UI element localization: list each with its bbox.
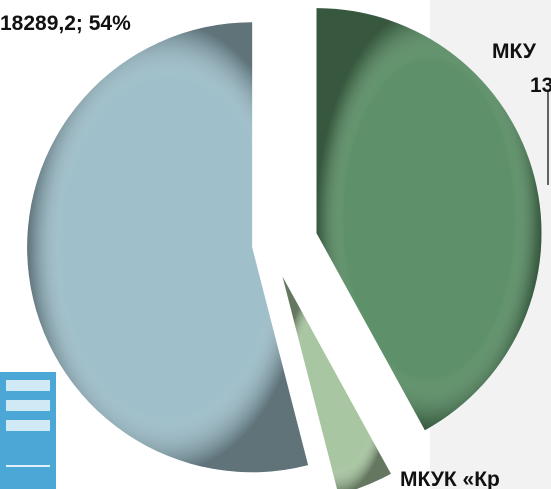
- thumbnail: [0, 372, 56, 489]
- chart: 18289,2; 54% МКУ 13 МКУК «Кр: [0, 0, 551, 489]
- slice-label: МКУ: [492, 40, 537, 63]
- data-label: 13: [530, 74, 551, 97]
- pie-slice: [27, 22, 308, 472]
- slice-label: МКУК «Кр: [400, 468, 500, 489]
- data-label: 18289,2; 54%: [0, 12, 131, 35]
